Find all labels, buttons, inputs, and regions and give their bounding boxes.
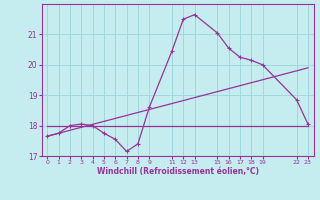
X-axis label: Windchill (Refroidissement éolien,°C): Windchill (Refroidissement éolien,°C) — [97, 167, 259, 176]
